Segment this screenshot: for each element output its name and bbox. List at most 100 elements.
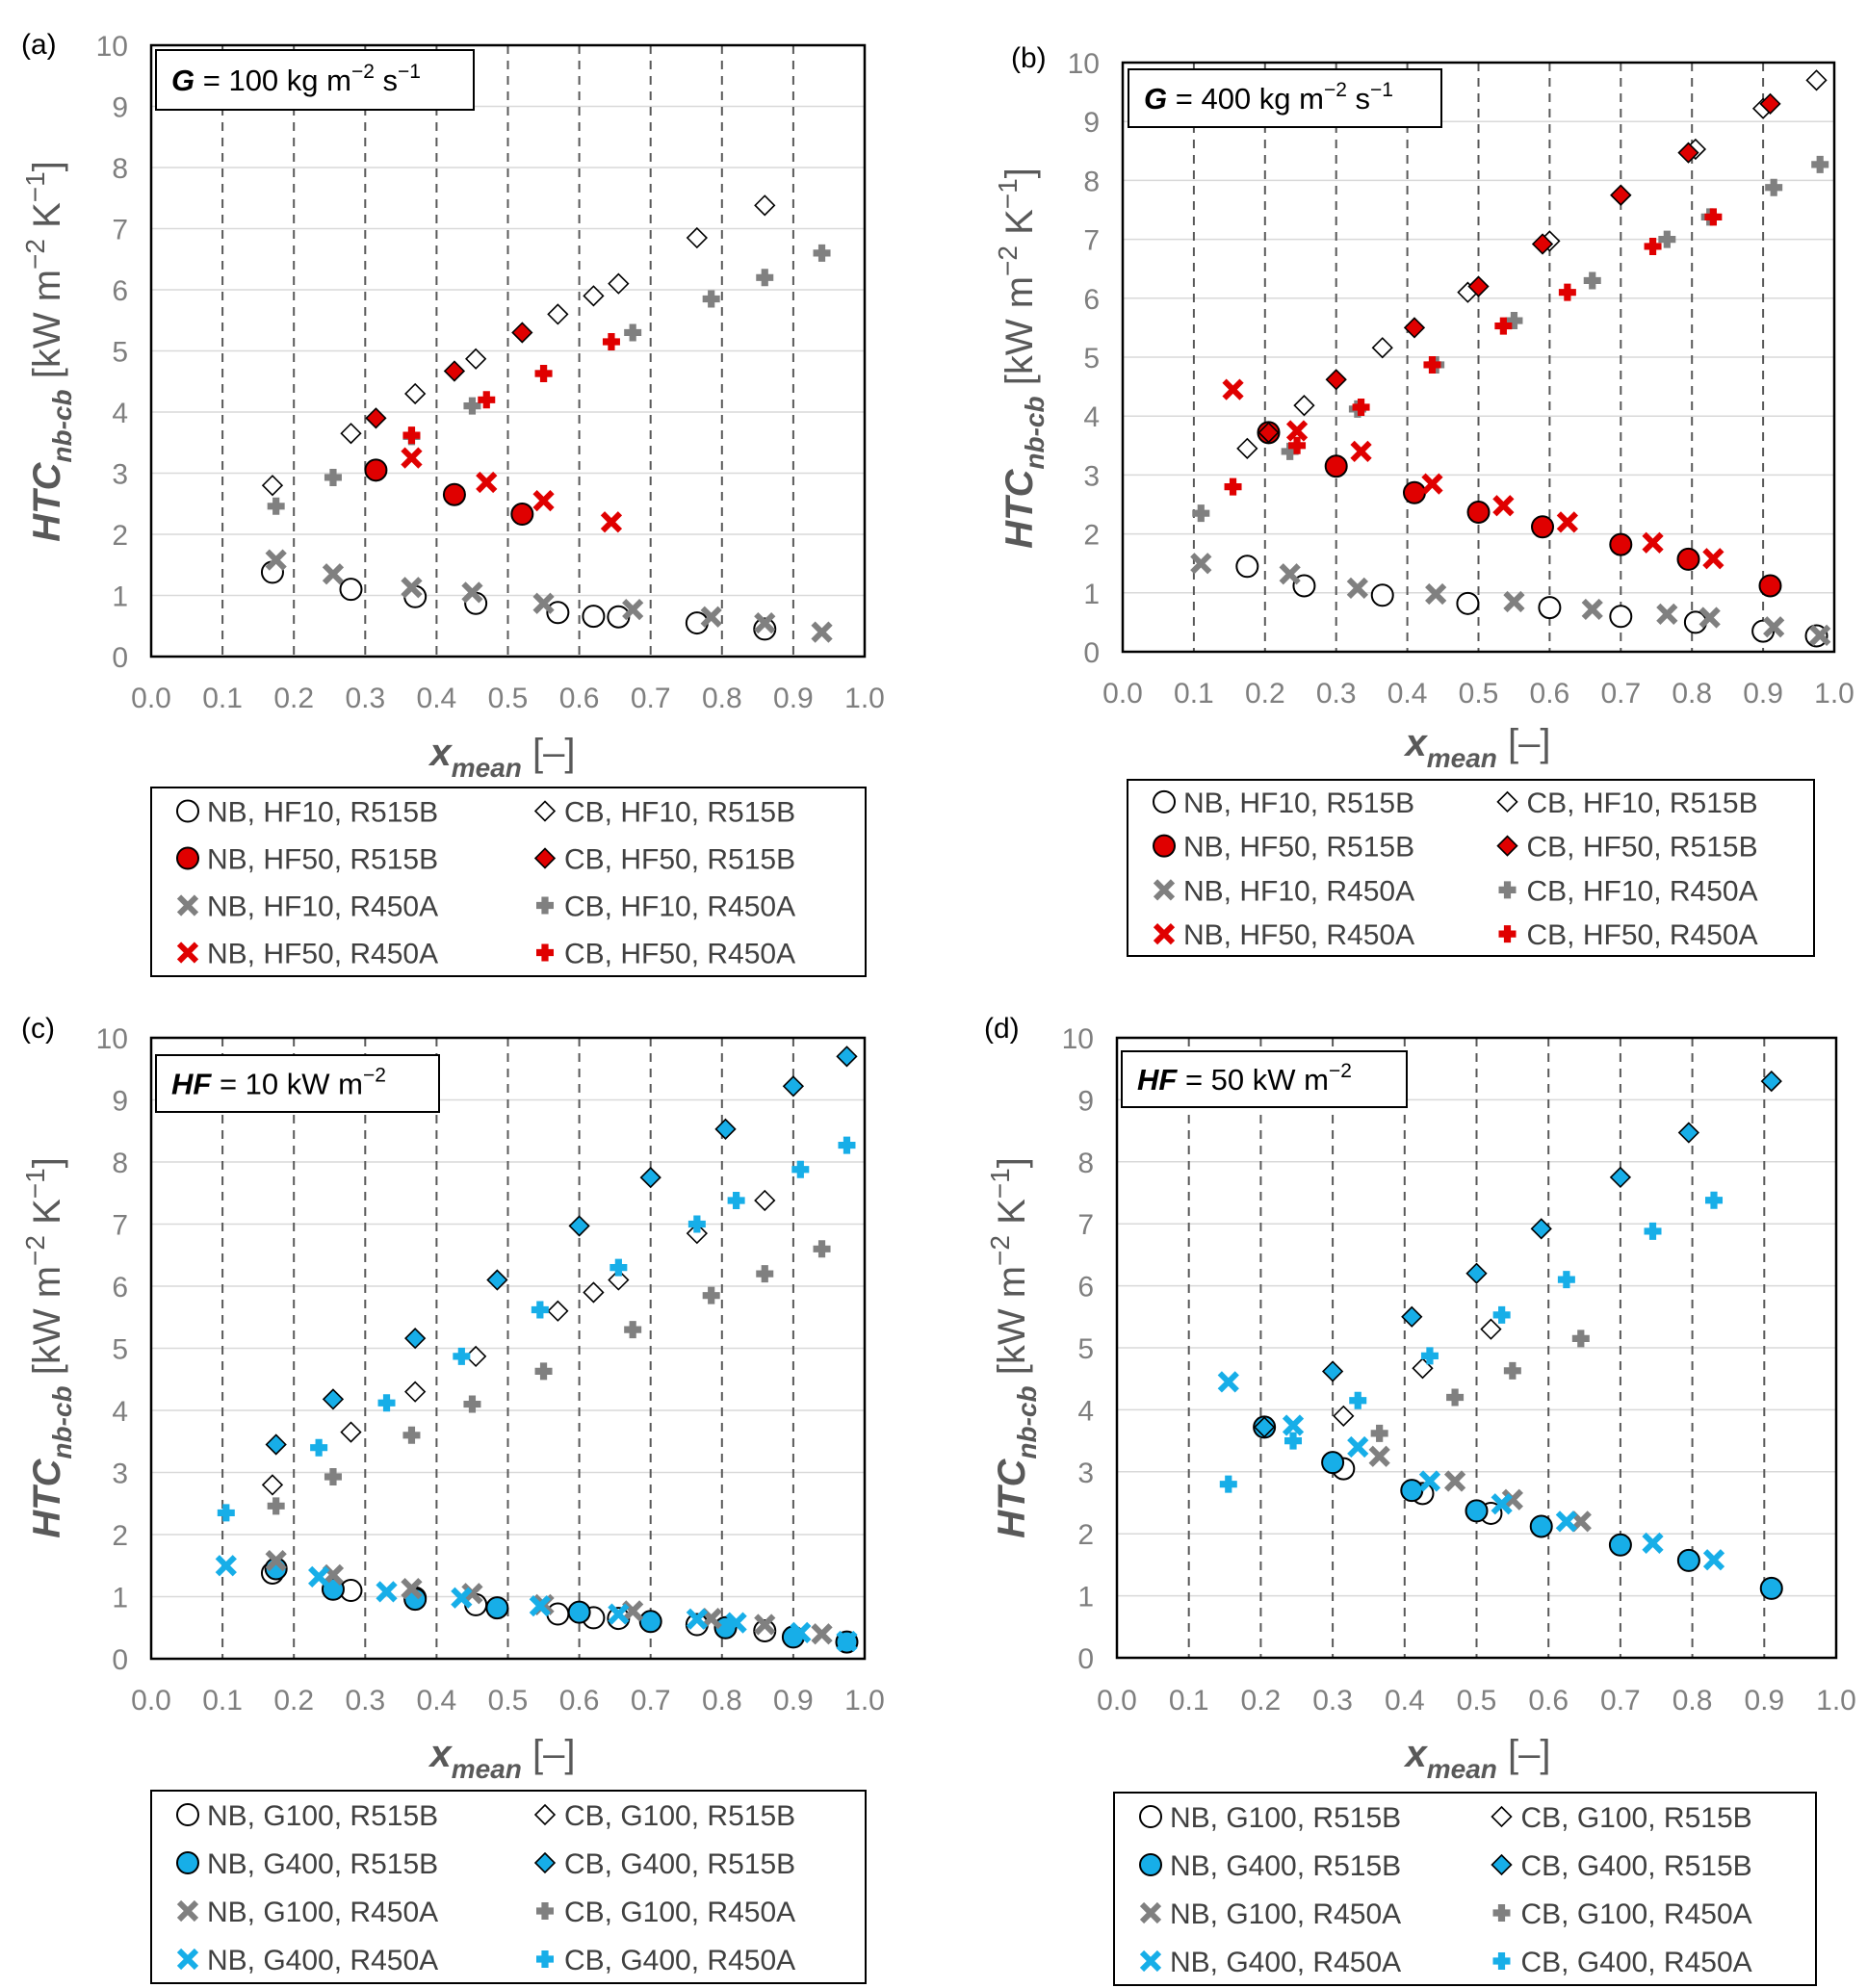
data-point: [1321, 1451, 1345, 1475]
y-tick-label: 4: [1077, 1395, 1094, 1427]
plot-frame: [1115, 1036, 1838, 1660]
x-tick-label: 0.6: [559, 1685, 600, 1717]
y-tick-label: 4: [112, 398, 128, 429]
data-point: [1702, 548, 1724, 570]
data-point: [1505, 312, 1523, 330]
y-tick-label: 8: [112, 1148, 128, 1179]
data-point: [1765, 178, 1783, 196]
x-tick-label: 0.3: [1312, 1685, 1353, 1717]
x-tick-label: 0.3: [345, 683, 385, 714]
series-nb-g400-r515b: [1253, 1415, 1783, 1600]
legend-marker: [1496, 790, 1518, 813]
legend-marker: [1492, 1904, 1511, 1922]
data-point: [1402, 480, 1426, 504]
plot-frame: [149, 1036, 867, 1661]
data-point: [1759, 92, 1781, 115]
x-axis-label: xmean [–]: [428, 732, 576, 783]
y-tick-label: 6: [1083, 284, 1100, 316]
legend-marker: [1153, 879, 1176, 901]
y-tick-label: 1: [112, 1583, 128, 1614]
data-point: [687, 1215, 706, 1233]
x-tick-label: 0.9: [1743, 678, 1783, 710]
x-tick-label: 0.3: [1316, 678, 1357, 710]
data-point: [1609, 605, 1633, 629]
legend-entry: CB, HF50, R450A: [1527, 919, 1758, 951]
legend-marker: [1491, 1805, 1513, 1828]
x-tick-label: 0.2: [1245, 678, 1285, 710]
data-point: [404, 382, 427, 405]
series-cb-g400-r515b: [1254, 1070, 1782, 1438]
data-point: [1529, 1514, 1553, 1538]
y-axis-label: HTCnb-cb [kW m−2 K−1]: [985, 1157, 1042, 1538]
data-point: [1467, 275, 1490, 297]
data-point: [1760, 1070, 1782, 1093]
legend-entry: NB, HF10, R450A: [1183, 875, 1414, 907]
data-point: [265, 549, 287, 571]
data-point: [836, 1046, 858, 1068]
data-point: [1420, 1347, 1439, 1365]
annotation-text: G = 100 kg m−2 s−1: [171, 61, 421, 97]
data-point: [1763, 616, 1785, 638]
data-point: [686, 1608, 708, 1630]
y-tick-label: 1: [112, 581, 128, 613]
x-tick-label: 0.8: [1673, 1685, 1713, 1717]
x-tick-label: 0.7: [1600, 678, 1641, 710]
data-point: [1530, 1218, 1552, 1240]
legend-marker: [1139, 1805, 1162, 1828]
data-point: [1423, 355, 1441, 374]
y-tick-label: 9: [1077, 1085, 1094, 1117]
data-point: [1235, 555, 1259, 579]
data-point: [582, 605, 606, 629]
y-tick-label: 1: [1083, 579, 1100, 610]
data-point: [838, 1136, 856, 1154]
data-point: [532, 592, 555, 614]
panel-label: (d): [984, 1013, 1020, 1045]
y-tick-label: 7: [112, 1210, 128, 1242]
data-point: [1349, 1391, 1367, 1409]
data-point: [1288, 436, 1307, 454]
data-point: [442, 482, 466, 506]
y-tick-label: 8: [112, 153, 128, 185]
data-point: [1609, 532, 1633, 556]
legend-marker: [176, 799, 199, 823]
series-cb-hf50-r515b: [365, 322, 533, 429]
data-point: [1571, 1330, 1590, 1348]
data-point: [608, 1269, 630, 1291]
data-point: [265, 1549, 287, 1572]
y-tick-label: 4: [1083, 401, 1100, 433]
series-cb-g400-r515b: [265, 1046, 858, 1456]
panel-label: (a): [21, 29, 57, 61]
data-point: [754, 194, 776, 217]
y-tick-label: 0: [112, 1644, 128, 1676]
series-cb-hf50-r450a: [1224, 208, 1723, 496]
data-point: [531, 1301, 549, 1319]
data-point: [624, 323, 642, 342]
series-cb-hf50-r515b: [1258, 92, 1781, 444]
y-tick-label: 10: [96, 1023, 128, 1055]
data-point: [754, 1614, 776, 1636]
legend-marker: [1496, 835, 1518, 857]
data-point: [401, 577, 423, 599]
x-tick-label: 0.6: [1528, 1685, 1569, 1717]
y-axis-label: HTCnb-cb [kW m−2 K−1]: [20, 1157, 77, 1538]
y-tick-label: 9: [112, 1086, 128, 1118]
data-point: [702, 1286, 720, 1304]
annotation-text: HF = 50 kW m−2: [1137, 1060, 1352, 1097]
data-point: [1492, 495, 1515, 517]
x-axis-label: xmean [–]: [1404, 722, 1551, 773]
data-point: [700, 606, 722, 628]
series-cb-hf50-r450a: [402, 332, 620, 445]
legend-marker: [1139, 1901, 1162, 1924]
legend-marker: [176, 1851, 199, 1874]
x-tick-label: 0.6: [1530, 678, 1570, 710]
data-point: [608, 272, 630, 295]
data-point: [324, 1468, 342, 1486]
x-tick-label: 0.0: [131, 1685, 171, 1717]
legend-entry: CB, HF50, R450A: [564, 939, 795, 970]
data-point: [1456, 591, 1480, 615]
legend-entry: NB, HF50, R515B: [1183, 832, 1414, 864]
data-point: [1222, 378, 1244, 400]
data-point: [534, 364, 553, 382]
x-tick-label: 0.2: [273, 683, 314, 714]
data-point: [529, 1595, 551, 1617]
